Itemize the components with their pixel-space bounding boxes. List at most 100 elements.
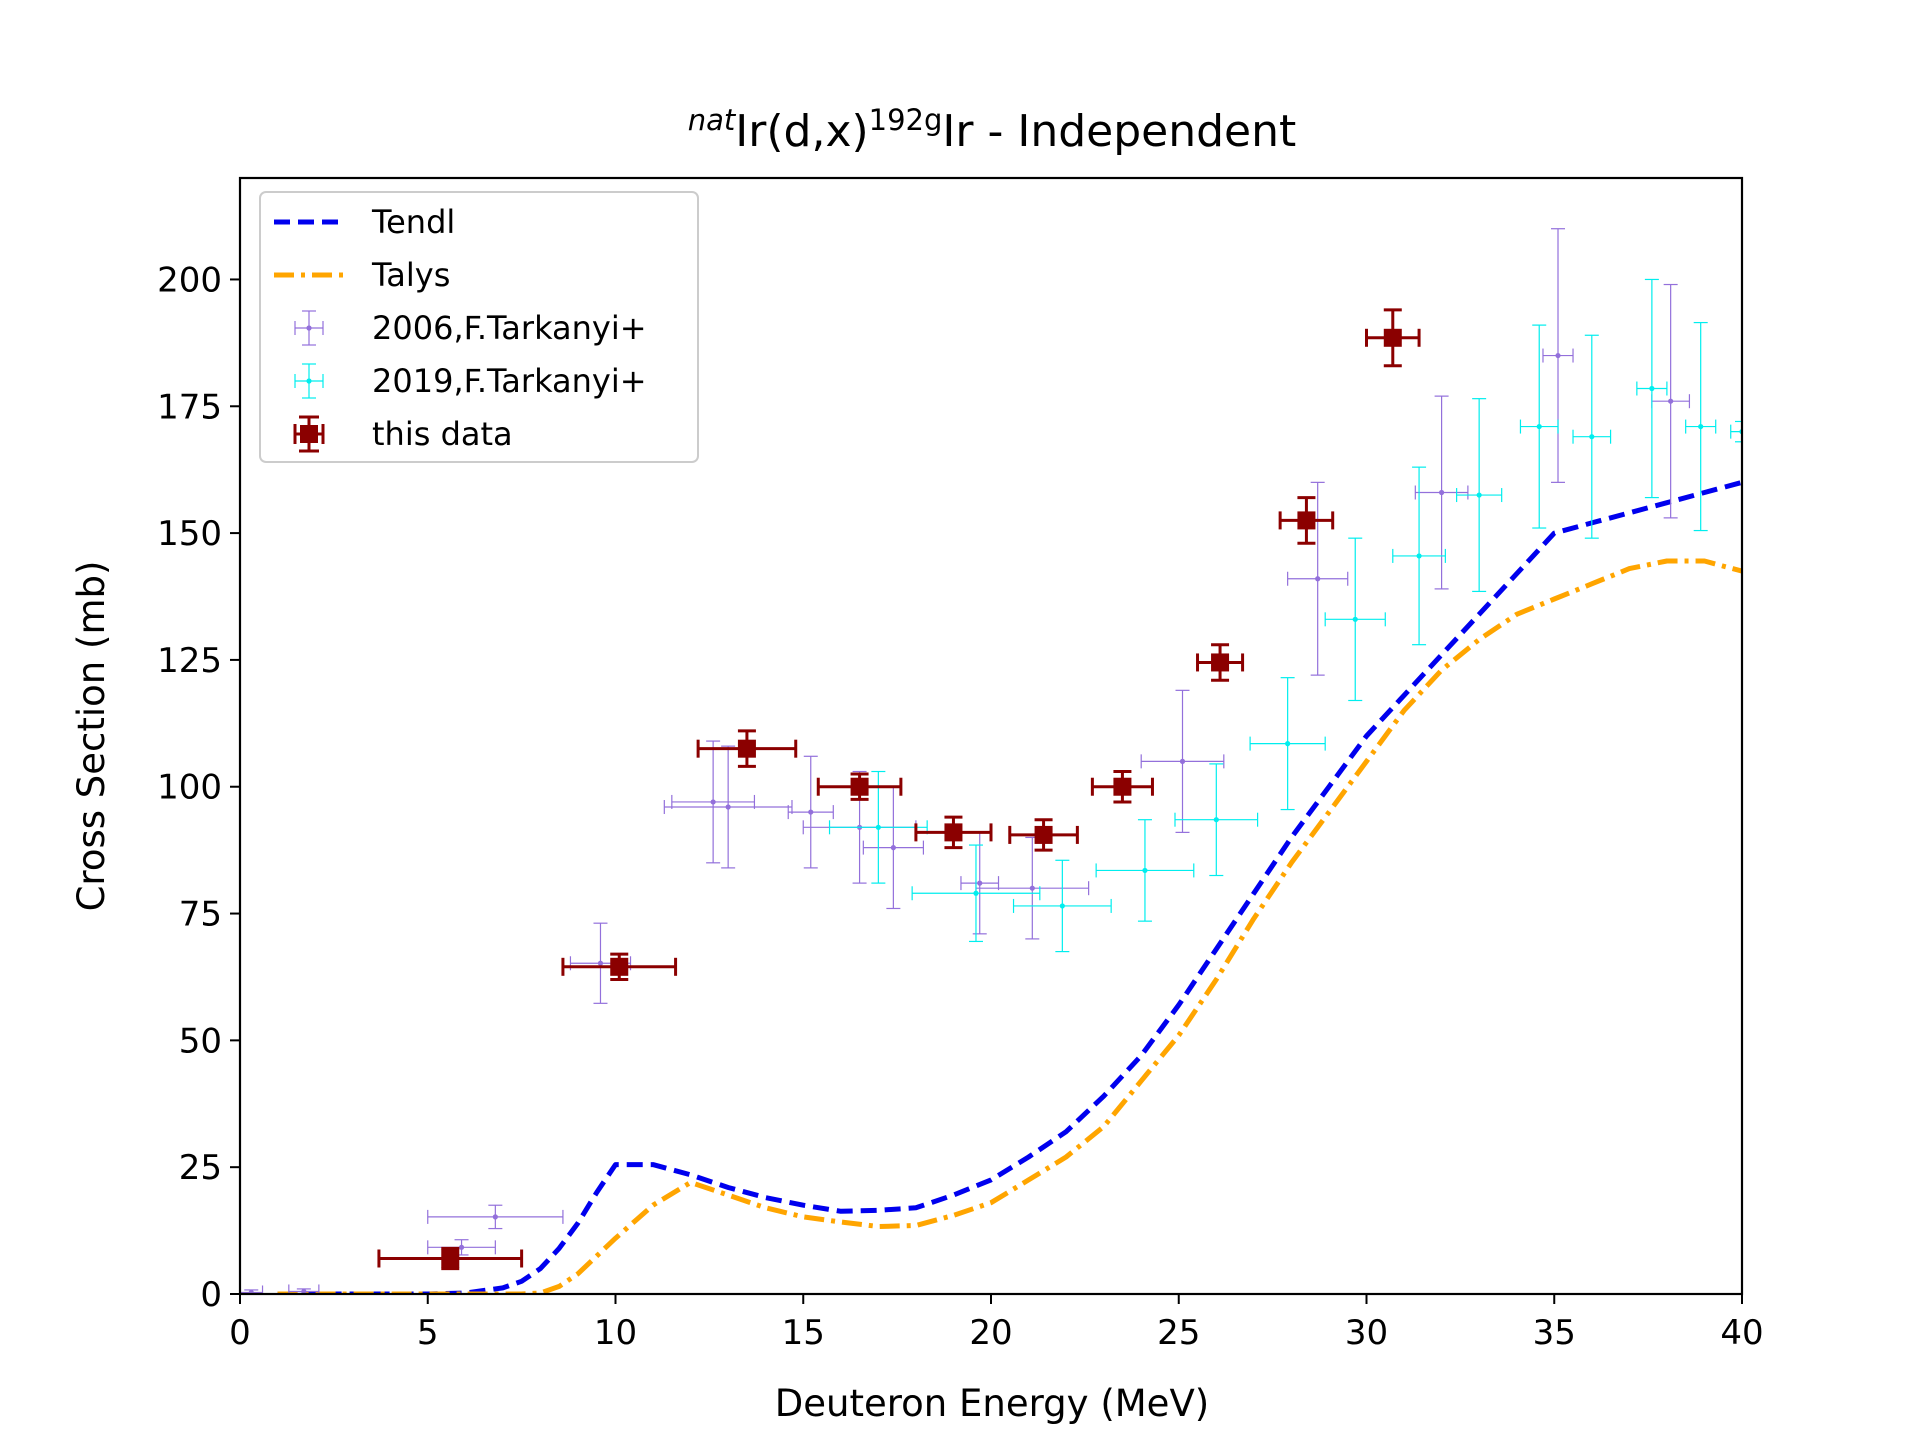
point-marker	[1315, 576, 1321, 582]
point-marker	[1555, 352, 1561, 359]
legend-label: 2019,F.Tarkanyi+	[372, 362, 647, 400]
point-marker	[1698, 423, 1704, 430]
y-tick-label: 100	[157, 768, 222, 808]
x-tick-label: 10	[594, 1313, 637, 1353]
y-ticks: 0 25 50 75 100 125 150 175 200	[157, 260, 240, 1315]
legend-entry: 2019,F.Tarkanyi+	[294, 362, 647, 400]
data-point	[1174, 763, 1259, 877]
data-point	[696, 729, 798, 768]
point-marker	[1179, 758, 1186, 764]
y-tick-label: 175	[157, 387, 222, 427]
y-tick-label: 50	[179, 1021, 222, 1061]
x-tick-label: 25	[1157, 1313, 1200, 1353]
y-axis-label: Cross Section (mb)	[70, 561, 113, 912]
point-marker	[1352, 616, 1358, 622]
y-tick-label: 150	[157, 514, 222, 554]
data-point	[1249, 677, 1326, 811]
point-marker	[1649, 385, 1655, 392]
data-point	[1278, 496, 1335, 545]
legend-entry: this data	[293, 415, 513, 453]
points-layer	[240, 228, 1742, 1294]
data-point	[1287, 481, 1349, 676]
data-point	[288, 1284, 320, 1294]
point-marker	[725, 804, 731, 810]
curve-tendl	[277, 479, 1742, 1294]
point-marker	[1142, 867, 1148, 874]
point-marker	[977, 880, 983, 886]
x-tick-label: 40	[1720, 1313, 1763, 1353]
data-point	[1542, 228, 1574, 483]
data-point	[1095, 819, 1195, 922]
point-marker	[1589, 434, 1595, 440]
data-point	[1730, 420, 1742, 443]
data-point	[914, 815, 993, 850]
x-tick-label: 20	[969, 1313, 1012, 1353]
data-point	[960, 831, 1000, 935]
point-marker	[1059, 903, 1065, 909]
data-point	[787, 755, 834, 869]
legend-box	[259, 191, 699, 463]
data-point	[1685, 321, 1717, 532]
data-point	[1456, 398, 1503, 593]
point-marker	[1536, 423, 1542, 430]
data-point	[1414, 395, 1469, 590]
legend-entry: Talys	[274, 256, 450, 294]
x-tick-label: 15	[782, 1313, 825, 1353]
data-point	[1636, 278, 1668, 499]
y-tick-label: 25	[179, 1148, 222, 1188]
y-tick-label: 75	[179, 895, 222, 935]
title-superscript-2: 192g	[869, 103, 943, 137]
data-point	[1012, 859, 1112, 953]
point-marker	[441, 1249, 460, 1268]
legend-marker	[306, 325, 312, 331]
point-marker	[944, 823, 963, 842]
legend-entry: Tendl	[274, 203, 455, 241]
data-point	[1196, 643, 1245, 682]
data-point	[427, 1239, 496, 1256]
data-point	[1519, 324, 1559, 529]
x-tick-label: 30	[1345, 1313, 1388, 1353]
point-marker	[890, 845, 896, 851]
data-point	[663, 745, 793, 869]
data-point	[561, 952, 678, 981]
data-point	[1651, 283, 1691, 519]
data-point	[427, 1204, 564, 1230]
data-point	[1324, 537, 1386, 702]
point-marker	[1439, 489, 1445, 496]
data-point	[1090, 770, 1154, 804]
point-marker	[710, 799, 716, 805]
data-point	[240, 1285, 264, 1294]
data-point	[1365, 308, 1421, 368]
data-point	[1008, 818, 1079, 852]
data-point	[975, 836, 1090, 940]
point-marker	[1034, 825, 1053, 844]
data-point	[1572, 334, 1612, 539]
title-part-1: Ir(d,x)	[735, 106, 868, 157]
legend-label: Tendl	[371, 203, 455, 241]
x-tick-label: 0	[229, 1313, 251, 1353]
curve-talys	[277, 558, 1742, 1294]
y-tick-label: 200	[157, 260, 222, 300]
point-marker	[1383, 328, 1402, 347]
data-point	[862, 786, 925, 910]
x-axis-label: Deuteron Energy (MeV)	[775, 1382, 1209, 1425]
legend-marker	[306, 378, 312, 384]
point-marker	[1285, 741, 1291, 747]
legend-label: Talys	[371, 256, 450, 294]
legend-label: this data	[372, 415, 513, 453]
point-marker	[1113, 777, 1132, 796]
y-tick-label: 0	[200, 1275, 222, 1315]
data-point	[828, 770, 928, 884]
data-point	[816, 772, 903, 801]
point-marker	[1476, 492, 1482, 498]
point-marker	[458, 1244, 465, 1250]
point-marker	[301, 1288, 307, 1294]
point-marker	[737, 739, 756, 758]
x-tick-label: 35	[1533, 1313, 1576, 1353]
chart-title: natIr(d,x)192gIr - Independent	[688, 103, 1296, 157]
data-point	[377, 1246, 524, 1271]
point-marker	[1416, 553, 1422, 559]
data-point	[1140, 689, 1225, 833]
point-marker	[1211, 653, 1230, 672]
